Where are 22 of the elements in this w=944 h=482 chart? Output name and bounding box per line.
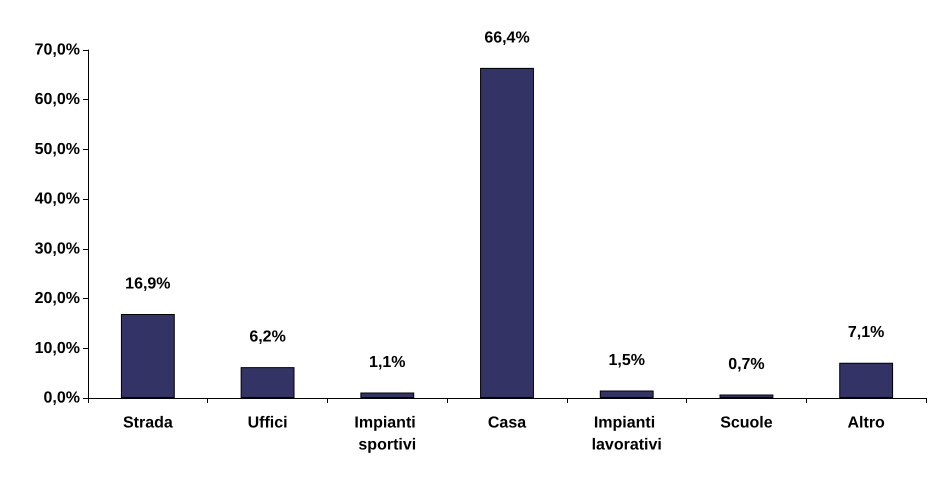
x-tick-label: Impianti lavorativi [592, 414, 662, 454]
x-tick-label: Altro [847, 414, 886, 432]
x-tick-label: Casa [488, 414, 526, 432]
y-tick-label: 60,0% [34, 91, 80, 108]
data-label: 66,4% [484, 29, 530, 46]
x-tick-label: Strada [122, 414, 173, 432]
data-label: 1,5% [608, 352, 645, 370]
y-tick-label: 0,0% [44, 390, 80, 406]
data-label: 6,2% [249, 328, 286, 346]
y-tick-label: 20,0% [34, 290, 80, 308]
y-tick-label: 30,0% [34, 240, 80, 258]
data-label: 0,7% [728, 356, 765, 374]
y-tick-label: 70,0% [34, 42, 80, 58]
data-label: 16,9% [125, 275, 171, 292]
x-tick-label: Scuole [720, 414, 773, 432]
y-tick-label: 40,0% [34, 190, 80, 208]
y-tick-label: 50,0% [34, 140, 80, 158]
y-tick-label: 10,0% [34, 340, 80, 357]
data-label: 7,1% [848, 324, 884, 342]
x-tick-label: Uffici [248, 414, 288, 432]
data-label: 1,1% [369, 354, 406, 372]
x-tick-label: Impianti sportivi [354, 414, 420, 454]
